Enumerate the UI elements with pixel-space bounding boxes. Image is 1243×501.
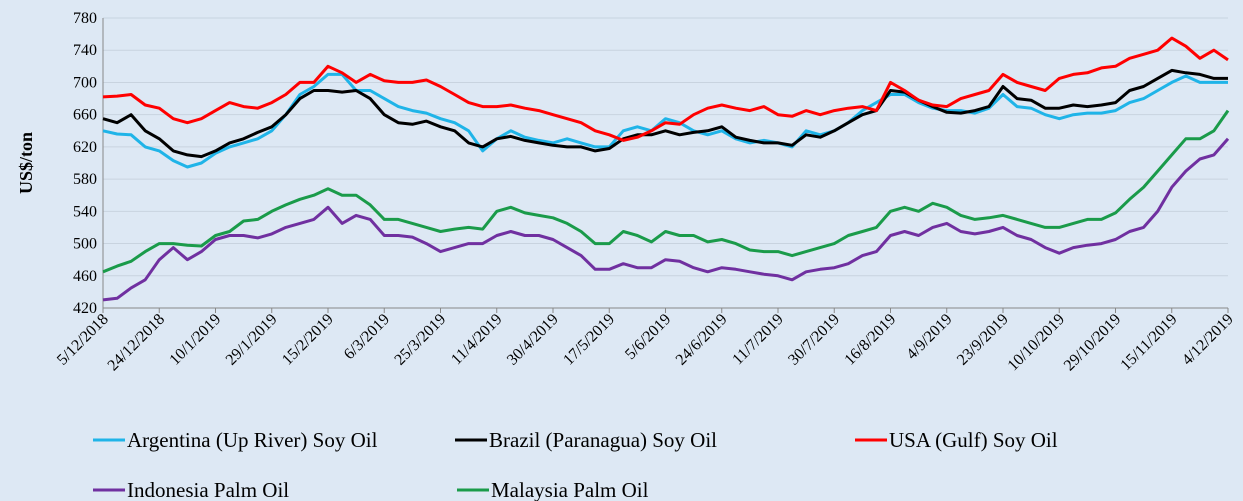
y-tick-label: 460 [73,268,97,285]
legend-label: Argentina (Up River) Soy Oil [127,428,378,452]
y-tick-label: 660 [73,107,97,124]
line-series [102,36,1229,142]
y-tick-label: 780 [73,10,97,27]
y-tick-label: 540 [73,203,97,220]
legend-label: Malaysia Palm Oil [491,478,649,501]
line-series [102,109,1230,274]
y-tick-label: 420 [73,300,97,317]
line-series [102,137,1230,302]
legend-label: USA (Gulf) Soy Oil [889,428,1058,452]
legend-label: Brazil (Paranagua) Soy Oil [489,428,717,452]
legend-label: Indonesia Palm Oil [127,478,289,501]
y-tick-label: 580 [73,171,97,188]
y-tick-label: 620 [73,139,97,156]
y-tick-label: 740 [73,42,97,59]
y-tick-label: 700 [73,74,97,91]
line-series [102,68,1228,159]
y-tick-label: 500 [73,236,97,253]
y-axis-label: US$/ton [16,132,36,194]
